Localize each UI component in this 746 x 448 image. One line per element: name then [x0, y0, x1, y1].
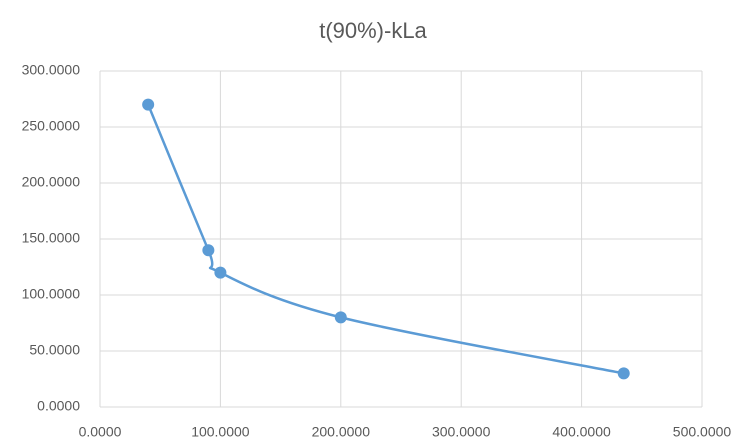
data-point — [617, 367, 630, 380]
x-tick-label: 100.0000 — [191, 424, 250, 440]
y-tick-label: 250.0000 — [22, 118, 81, 134]
x-tick-label: 300.0000 — [432, 424, 491, 440]
data-line — [147, 104, 624, 375]
x-tick-label: 0.0000 — [79, 424, 122, 440]
y-tick-label: 50.0000 — [29, 342, 80, 358]
x-tick-label: 500.0000 — [673, 424, 732, 440]
chart-title: t(90%)-kLa — [319, 18, 427, 43]
y-tick-label: 200.0000 — [22, 174, 81, 190]
y-tick-label: 150.0000 — [22, 230, 81, 246]
y-tick-label: 0.0000 — [37, 398, 80, 414]
y-tick-label: 100.0000 — [22, 286, 81, 302]
data-point — [334, 311, 347, 324]
data-point — [214, 266, 227, 279]
data-point — [202, 244, 215, 257]
x-tick-label: 400.0000 — [552, 424, 611, 440]
data-point — [142, 98, 155, 111]
y-tick-label: 300.0000 — [22, 62, 81, 78]
x-tick-label: 200.0000 — [312, 424, 371, 440]
